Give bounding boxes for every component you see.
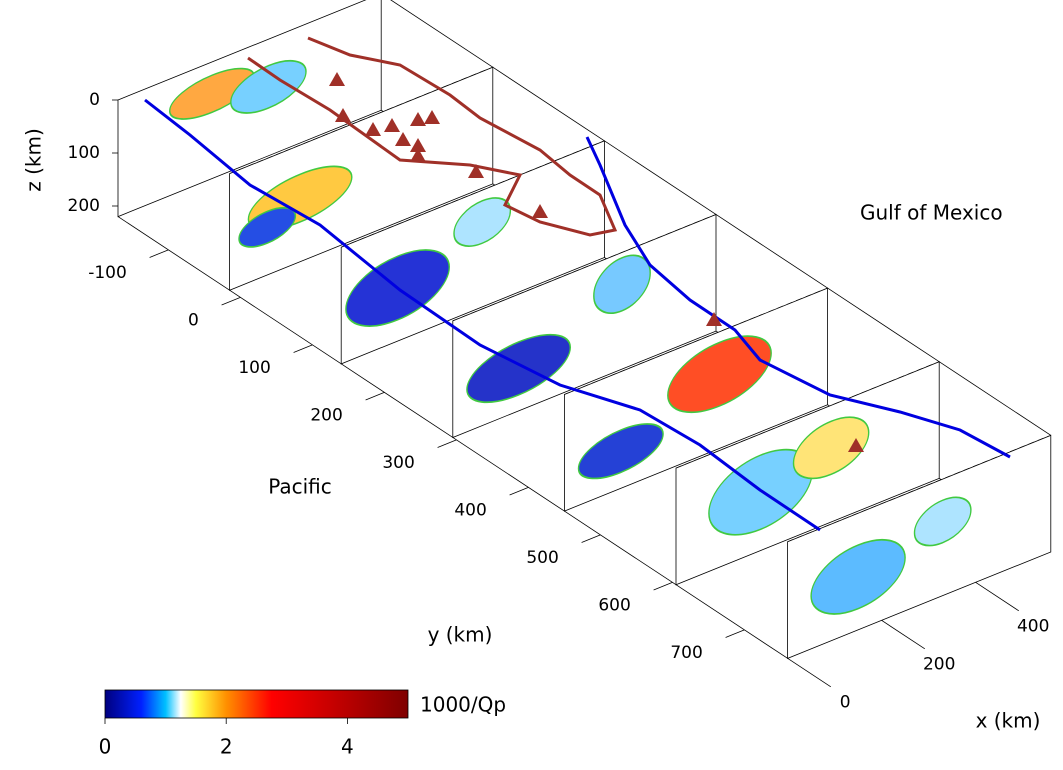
y-tick [222, 297, 241, 305]
edge [604, 141, 716, 215]
y-axis-label: y (km) [428, 623, 493, 647]
body: {"axes": { "z": {"label": "z (km)", "lim… [0, 0, 1063, 770]
x-tick [788, 658, 831, 687]
x-tick-label: 200 [923, 654, 955, 674]
z-tick-label: 200 [68, 196, 100, 216]
y-tick-label: 500 [526, 548, 558, 568]
edge [341, 364, 453, 438]
y-tick-label: 700 [670, 643, 702, 663]
annotation: Gulf of Mexico [860, 201, 1003, 225]
colorbar-label: 1000/Qp [420, 693, 506, 717]
edge [564, 511, 676, 585]
y-tick-label: 600 [598, 596, 630, 616]
y-tick [654, 582, 673, 590]
y-tick [510, 487, 529, 495]
y-tick-label: 100 [238, 358, 270, 378]
edge [828, 288, 940, 362]
y-tick [294, 345, 313, 353]
edge [118, 217, 230, 291]
colorbar-tick-label: 2 [220, 735, 233, 759]
y-tick-label: 300 [382, 453, 414, 473]
y-tick [582, 535, 601, 543]
y-tick [726, 630, 745, 638]
edge [716, 214, 828, 288]
y-tick-label: 400 [454, 501, 486, 521]
x-tick-label: 400 [1017, 616, 1049, 636]
figure: Gulf of Mexico Pacific z (km) y (km) x (… [0, 0, 1063, 770]
z-tick-label: 0 [89, 90, 100, 110]
z-axis-label: z (km) [22, 128, 46, 192]
colorbar-tick-label: 4 [341, 735, 354, 759]
edge [230, 290, 342, 364]
z-tick-label: 100 [68, 143, 100, 163]
annotation: Pacific [268, 475, 332, 499]
x-tick [976, 582, 1019, 611]
x-tick-label: 0 [840, 692, 851, 712]
edge [493, 67, 605, 141]
y-tick [366, 392, 385, 400]
y-tick [438, 440, 457, 448]
y-tick-label: 200 [310, 406, 342, 426]
x-axis-label: x (km) [976, 709, 1041, 733]
y-tick-label: 0 [188, 311, 199, 331]
colorbar-tick-label: 0 [99, 735, 112, 759]
edge [939, 362, 1051, 436]
page: Qp slices body { margin: 0; background: … [0, 0, 1063, 770]
y-tick-label: -100 [88, 263, 127, 283]
block [118, 0, 1051, 658]
colorbar [105, 690, 408, 718]
x-tick [882, 620, 925, 649]
edge [381, 0, 493, 67]
y-tick [150, 250, 169, 258]
